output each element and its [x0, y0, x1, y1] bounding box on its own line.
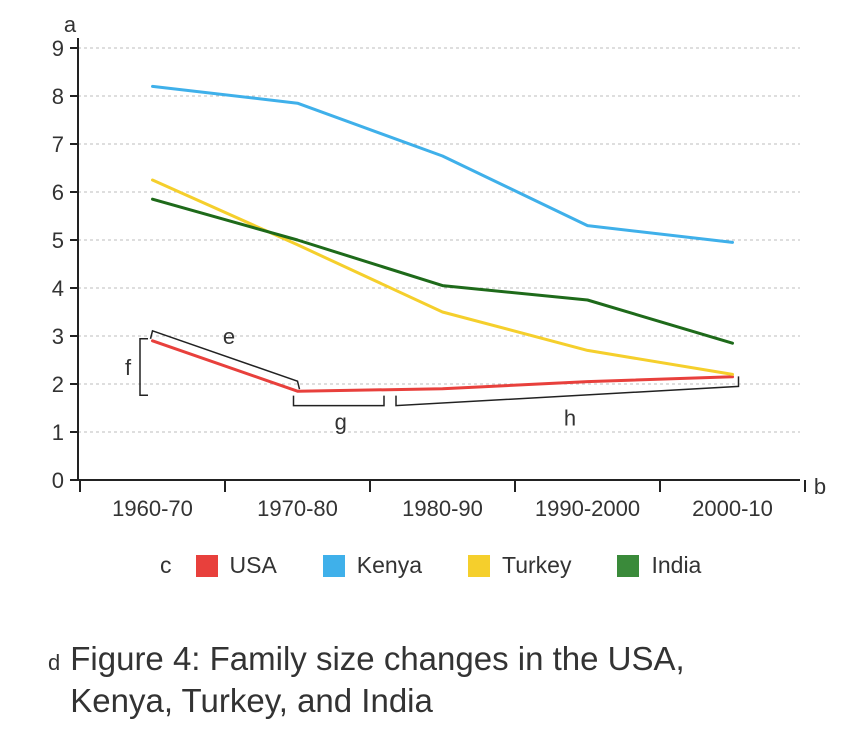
- legend-swatch-india: [617, 554, 640, 577]
- legend-swatch-turkey: [468, 554, 491, 577]
- y-tick-label: 2: [52, 372, 64, 397]
- legend-label-kenya: Kenya: [356, 552, 423, 578]
- legend: c USA Kenya Turkey India: [160, 552, 747, 579]
- x-tick-label: 2000-10: [692, 496, 773, 521]
- legend-item-usa: USA: [195, 552, 277, 579]
- legend-item-india: India: [617, 552, 701, 579]
- bracket-h: [395, 376, 740, 407]
- x-tick-label: 1960-70: [112, 496, 193, 521]
- figure-caption: d Figure 4: Family size changes in the U…: [48, 638, 750, 722]
- caption-marker-d: d: [48, 650, 61, 675]
- line-chart: 0 1 2 3 4 5 6 7 8 9a b 1960-70 1970-80 1980-90 1990-20…: [52, 12, 826, 521]
- y-tick-label: 3: [52, 324, 64, 349]
- series-line-kenya: [151, 84, 734, 244]
- legend-item-kenya: Kenya: [322, 552, 423, 579]
- axes: 0 1 2 3 4 5 6 7 8 9a b 1960-70 1970-80 1980-90 1990-20…: [52, 12, 826, 521]
- x-tick-label: 1980-90: [402, 496, 483, 521]
- series-line-usa: [151, 339, 734, 393]
- x-tick-label: 1970-80: [257, 496, 338, 521]
- legend-marker-c: c: [160, 552, 172, 578]
- y-tick-label: 6: [52, 180, 64, 205]
- annotation-f: f: [125, 355, 132, 380]
- y-tick-label: 1: [52, 420, 64, 445]
- y-tick-label: 0: [52, 468, 64, 493]
- legend-label-turkey: Turkey: [502, 552, 572, 578]
- annotation-g: g: [335, 410, 347, 435]
- legend-swatch-kenya: [322, 554, 345, 577]
- y-tick-label: 9: [52, 36, 64, 61]
- y-tick-label: 5: [52, 228, 64, 253]
- annotation-e: e: [223, 324, 235, 349]
- y-tick-label: 8: [52, 84, 64, 109]
- caption-text: Figure 4: Family size changes in the USA…: [70, 640, 685, 719]
- legend-label-usa: USA: [229, 552, 277, 578]
- y-tick-label: 7: [52, 132, 64, 157]
- x-tick-label: 1990-2000: [535, 496, 640, 521]
- annotations: e f g h: [125, 324, 740, 435]
- y-axis-marker-a: a: [64, 12, 77, 37]
- series-line-india: [151, 197, 734, 345]
- y-tick-label: 4: [52, 276, 64, 301]
- x-axis-marker-b: b: [814, 474, 826, 499]
- legend-swatch-usa: [195, 554, 218, 577]
- annotation-h: h: [564, 406, 576, 431]
- grid-lines: [78, 47, 800, 433]
- legend-label-india: India: [651, 552, 702, 578]
- bracket-g: [292, 395, 385, 407]
- series-lines: [151, 84, 734, 393]
- bracket-e: [149, 329, 301, 390]
- legend-item-turkey: Turkey: [468, 552, 571, 579]
- series-line-turkey: [151, 178, 734, 376]
- bracket-f: [139, 338, 148, 396]
